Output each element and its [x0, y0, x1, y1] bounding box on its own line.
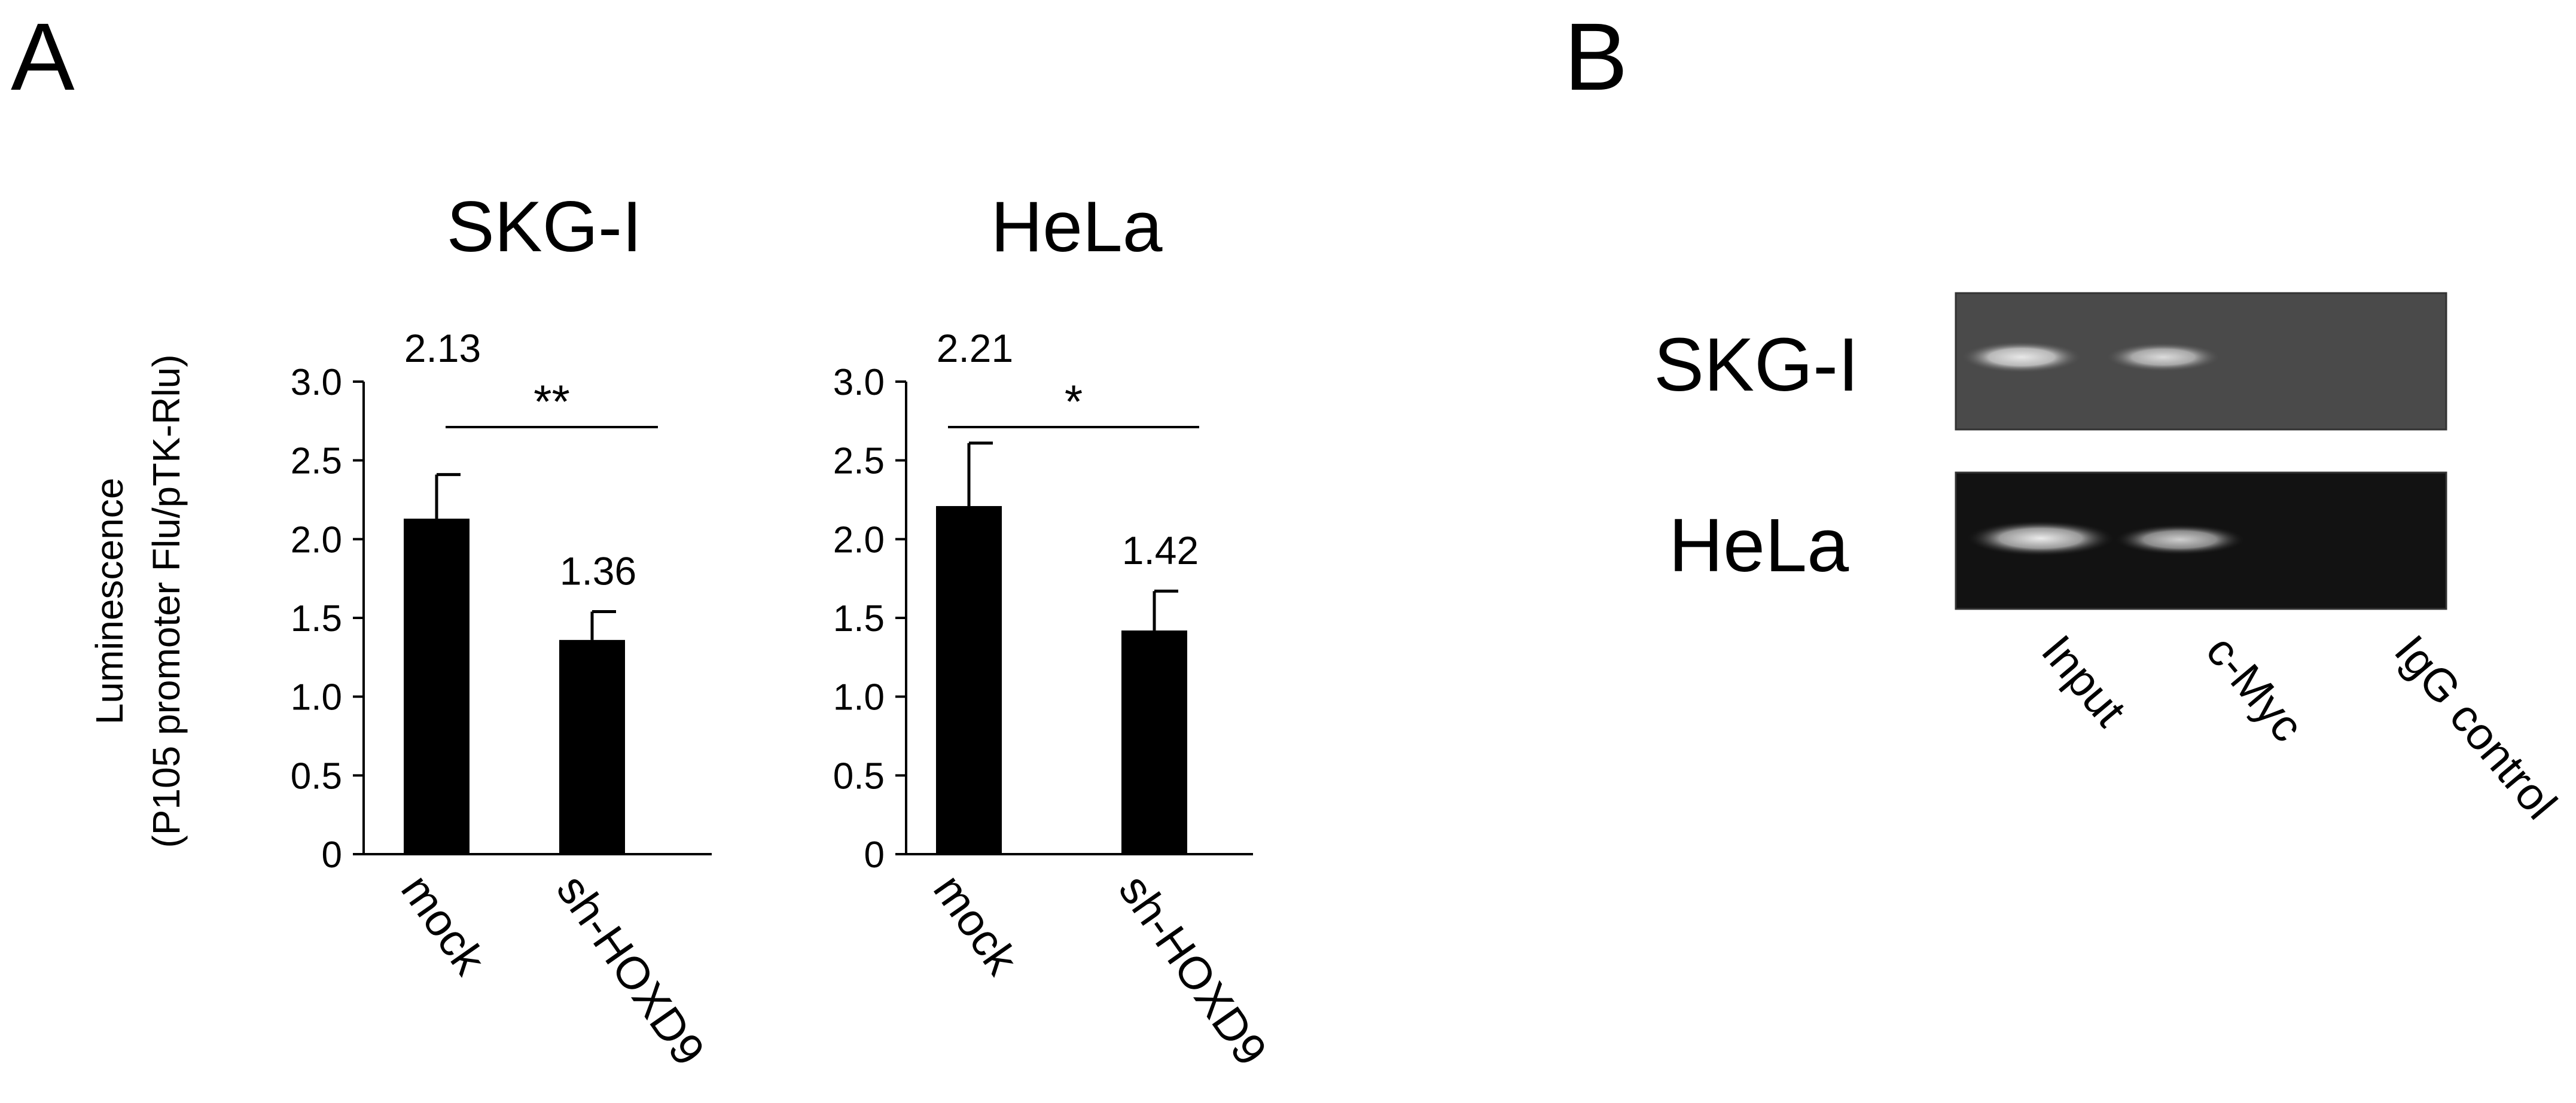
- bar-sh-HOXD9: [1121, 630, 1187, 854]
- y-tick-label: 1.0: [833, 677, 885, 718]
- y-tick-label: 0.5: [833, 755, 885, 797]
- bar-mock: [404, 519, 470, 854]
- y-tick-label: 1.5: [833, 598, 885, 639]
- value-label: 2.21: [937, 326, 1013, 370]
- value-label: 2.13: [404, 326, 481, 370]
- panel-b-label: B: [1564, 3, 1628, 110]
- chart-skg-i: SKG-I 0 0.5 1.0 1.5 2.0 2.5 3.0 2.13 mock 1.36 sh-H…: [291, 187, 715, 1075]
- chart-hela: HeLa 0 0.5 1.0 1.5 2.0 2.5 3.0 2.21 mock 1.42 sh-HO…: [833, 187, 1277, 1075]
- panel-a-label: A: [11, 3, 75, 110]
- chart-title: HeLa: [991, 187, 1163, 267]
- gel-panel: SKG-I HeLa Input c-Myc IgG control: [1654, 292, 2566, 829]
- value-label: 1.36: [560, 549, 636, 593]
- category-label: mock: [391, 866, 495, 984]
- category-label: mock: [923, 866, 1028, 984]
- gel-band-skg-i-input: [1962, 342, 2081, 373]
- gel-row-label-skg-i: SKG-I: [1654, 322, 1859, 407]
- category-label: sh-HOXD9: [547, 866, 714, 1075]
- gel-band-hela-input: [1966, 520, 2115, 556]
- chart-title: SKG-I: [447, 187, 642, 267]
- gel-lane-label-igg-control: IgG control: [2385, 626, 2566, 828]
- y-axis-label: Luminescence: [88, 478, 131, 725]
- y-tick-label: 0: [322, 834, 342, 876]
- y-tick-label: 2.0: [291, 519, 342, 560]
- y-tick-label: 2.5: [291, 441, 342, 482]
- y-tick-label: 2.5: [833, 441, 885, 482]
- category-label: sh-HOXD9: [1109, 866, 1276, 1075]
- y-tick-label: 3.0: [291, 362, 342, 403]
- y-tick-label: 2.0: [833, 519, 885, 560]
- gel-lane-label-input: Input: [2032, 626, 2136, 736]
- y-tick-label: 0.5: [291, 755, 342, 797]
- gel-row-label-hela: HeLa: [1669, 503, 1849, 587]
- y-tick-label: 1.5: [291, 598, 342, 639]
- y-tick-label: 0: [864, 834, 885, 876]
- bar-mock: [936, 506, 1002, 854]
- gel-band-skg-i-c-myc: [2106, 343, 2220, 371]
- value-label: 1.42: [1122, 528, 1199, 572]
- y-tick-label: 3.0: [833, 362, 885, 403]
- gel-lane-label-c-myc: c-Myc: [2196, 626, 2313, 751]
- y-axis-label-detail: (P105 promoter Flu/pTK-Rlu): [145, 354, 188, 848]
- y-tick-label: 1.0: [291, 677, 342, 718]
- bar-sh-HOXD9: [559, 639, 625, 854]
- significance-marker: *: [1065, 375, 1083, 428]
- gel-band-hela-c-myc: [2114, 524, 2246, 555]
- significance-marker: **: [534, 375, 570, 428]
